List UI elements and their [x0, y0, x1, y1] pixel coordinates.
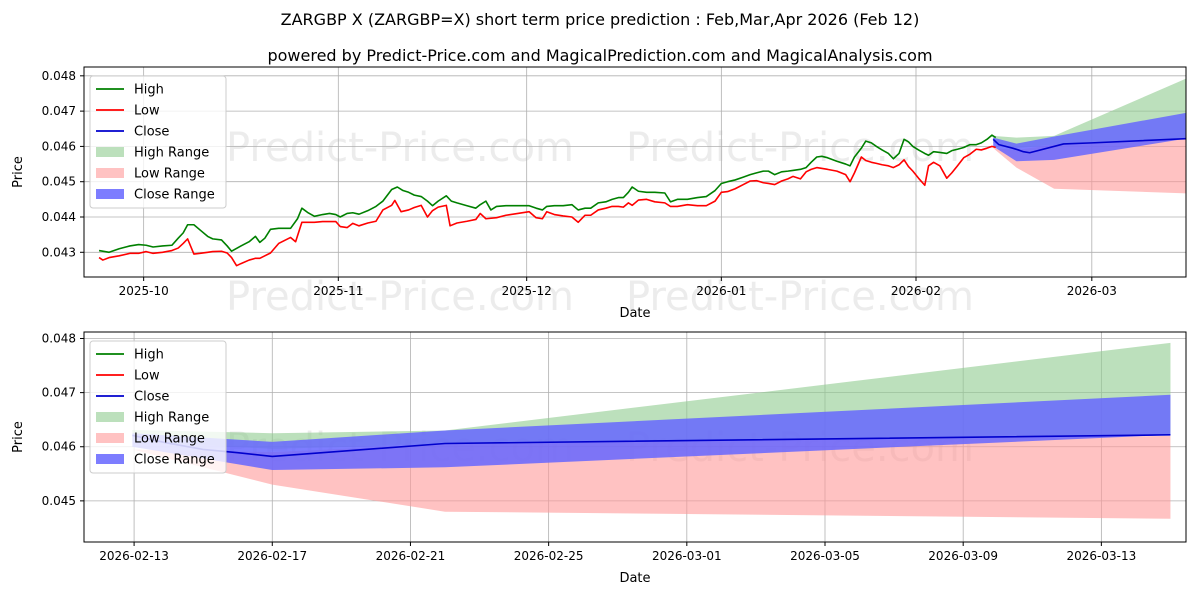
axes-frame: [83, 331, 1187, 543]
watermark-text: Predict-Price.com: [226, 125, 574, 171]
x-tick-label: 2026-02-17: [237, 549, 307, 563]
legend-swatch-close-range: [96, 454, 124, 464]
y-tick-label: 0.047: [42, 104, 76, 118]
y-tick-label: 0.043: [42, 245, 76, 259]
legend-swatch-low-range: [96, 168, 124, 178]
legend-label-close-range: Close Range: [134, 188, 215, 203]
legend-label-close-range: Close Range: [134, 453, 215, 468]
y-tick-label: 0.047: [42, 386, 76, 400]
low-series-line: [98, 145, 996, 267]
legend-label-high-range: High Range: [134, 411, 209, 426]
x-tick-label: 2025-12: [502, 284, 552, 298]
legend-swatch-close-range: [96, 189, 124, 199]
legend-swatch-low-range: [96, 433, 124, 443]
watermark-text: Predict-Price.com: [626, 274, 974, 320]
x-tick-label: 2026-02-25: [514, 549, 584, 563]
legend-label-high: High: [134, 348, 164, 363]
legend-label-low: Low: [134, 104, 160, 119]
watermark-text: Predict-Price.com: [226, 274, 574, 320]
y-axis-label: Price: [11, 421, 26, 453]
high-series-line: [98, 134, 997, 254]
x-tick-label: 2026-01: [696, 284, 746, 298]
legend-label-high-range: High Range: [134, 146, 209, 161]
x-tick-label: 2025-11: [313, 284, 363, 298]
y-tick-label: 0.045: [42, 175, 76, 189]
chart-subtitle: powered by Predict-Price.com and Magical…: [267, 46, 933, 65]
legend-label-low-range: Low Range: [134, 432, 205, 447]
chart-panel-1: Predict-Price.com Predict-Price.com Predic…: [11, 66, 1187, 321]
x-axis-label: Date: [619, 306, 650, 321]
legend-swatch-high-range: [96, 412, 124, 422]
legend-label-low: Low: [134, 369, 160, 384]
x-tick-label: 2026-02-21: [376, 549, 446, 563]
close-series-line: [992, 137, 1186, 154]
chart-panel-2: Predict-Price.comPredict-Price.com2026-0…: [11, 331, 1187, 586]
legend-label-high: High: [134, 83, 164, 98]
legend: High Low Close High Range Low Range Close Ran…: [89, 75, 227, 209]
close-range-band: [132, 394, 1171, 471]
legend-swatch-high-range: [96, 147, 124, 157]
plot-area: [132, 342, 1171, 519]
x-tick-label: 2026-03-01: [652, 549, 722, 563]
legend-label-close: Close: [134, 390, 169, 405]
legend: High Low Close High Range Low Range Close Ran…: [89, 340, 227, 474]
y-tick-label: 0.048: [42, 69, 76, 83]
axes-frame: [83, 66, 1187, 278]
x-tick-label: 2026-02-13: [99, 549, 169, 563]
plot-area: [98, 78, 1186, 267]
y-tick-label: 0.045: [42, 494, 76, 508]
x-axis-label: Date: [619, 571, 650, 586]
watermark-text: Predict-Price.com: [626, 125, 974, 171]
x-tick-label: 2026-03-05: [790, 549, 860, 563]
x-tick-label: 2026-03-13: [1066, 549, 1136, 563]
y-axis-label: Price: [11, 156, 26, 188]
legend-label-close: Close: [134, 125, 169, 140]
x-tick-label: 2025-10: [119, 284, 169, 298]
y-tick-label: 0.044: [42, 210, 76, 224]
y-tick-label: 0.046: [42, 139, 76, 153]
x-tick-label: 2026-03-09: [928, 549, 998, 563]
legend-label-low-range: Low Range: [134, 167, 205, 182]
y-tick-label: 0.046: [42, 440, 76, 454]
y-tick-label: 0.048: [42, 331, 76, 345]
chart-title: ZARGBP X (ZARGBP=X) short term price pre…: [280, 10, 920, 29]
x-tick-label: 2026-02: [891, 284, 941, 298]
x-tick-label: 2026-03: [1067, 284, 1117, 298]
